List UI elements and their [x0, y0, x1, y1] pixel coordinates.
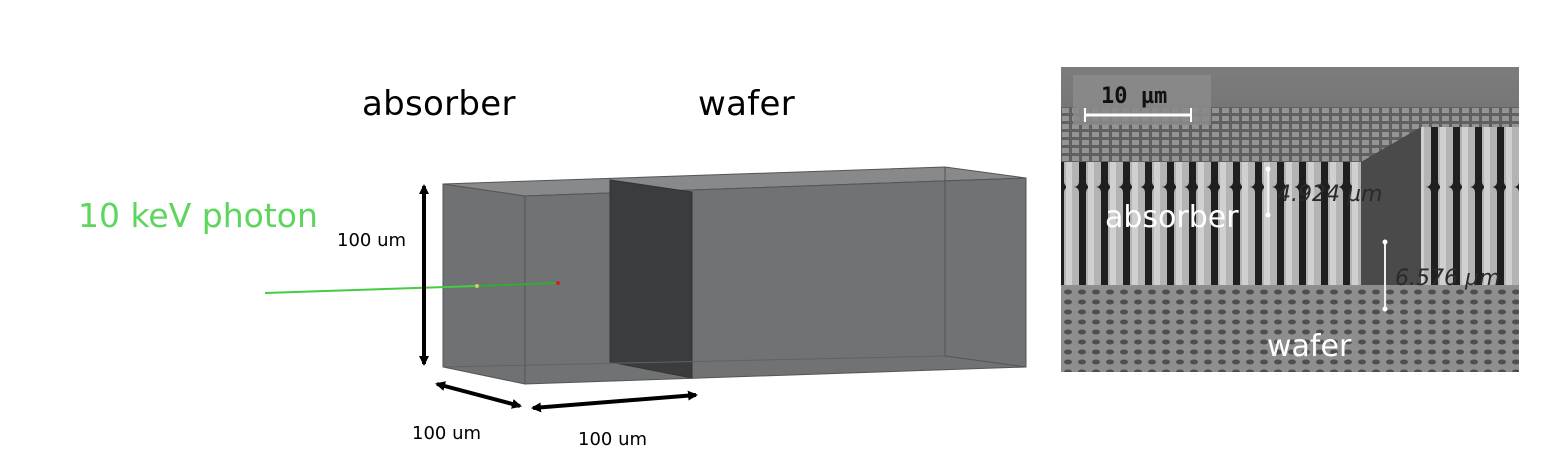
length-dimension-label: 100 um	[578, 429, 648, 450]
wafer-surface	[1061, 285, 1519, 372]
height-dimension-label: 100 um	[337, 230, 407, 251]
block-front-face	[524, 177, 1027, 385]
sem-absorber-label: absorber	[1105, 200, 1239, 235]
pillar-array	[1061, 162, 1361, 287]
pillar-array-right	[1421, 127, 1519, 297]
depth-dimension-label: 100 um	[412, 423, 482, 444]
bottom-back-edge	[442, 355, 946, 368]
photon-beam-outside	[264, 285, 478, 294]
measure-top-label: 4.924 µm	[1277, 182, 1382, 207]
sem-micrograph: 10 µm 4.924 µm 6.576 µm absorber wafer	[1061, 67, 1519, 372]
interface-section	[609, 179, 693, 379]
absorber-title: absorber	[362, 84, 516, 124]
depth-arrow	[435, 381, 522, 409]
bottom-right-edge	[944, 355, 1027, 368]
block-schematic	[264, 166, 1027, 413]
entry-point	[475, 284, 479, 288]
measure-bottom-dot-b	[1382, 306, 1388, 312]
scale-bar-box	[1073, 75, 1211, 125]
measure-top-dot-b	[1265, 212, 1271, 218]
sem-wafer-label: wafer	[1267, 329, 1352, 364]
measure-bottom-dot-a	[1382, 239, 1388, 245]
wafer-title: wafer	[698, 84, 796, 124]
pillar-shadow	[1361, 127, 1421, 307]
length-arrow	[531, 390, 698, 413]
photon-label: 10 keV photon	[78, 196, 318, 235]
scale-bar-label: 10 µm	[1101, 84, 1167, 109]
photon-beam-inside	[476, 282, 559, 287]
measure-bottom-label: 6.576 µm	[1395, 266, 1500, 291]
measure-top-dot-a	[1265, 166, 1271, 172]
interaction-point	[556, 281, 560, 285]
